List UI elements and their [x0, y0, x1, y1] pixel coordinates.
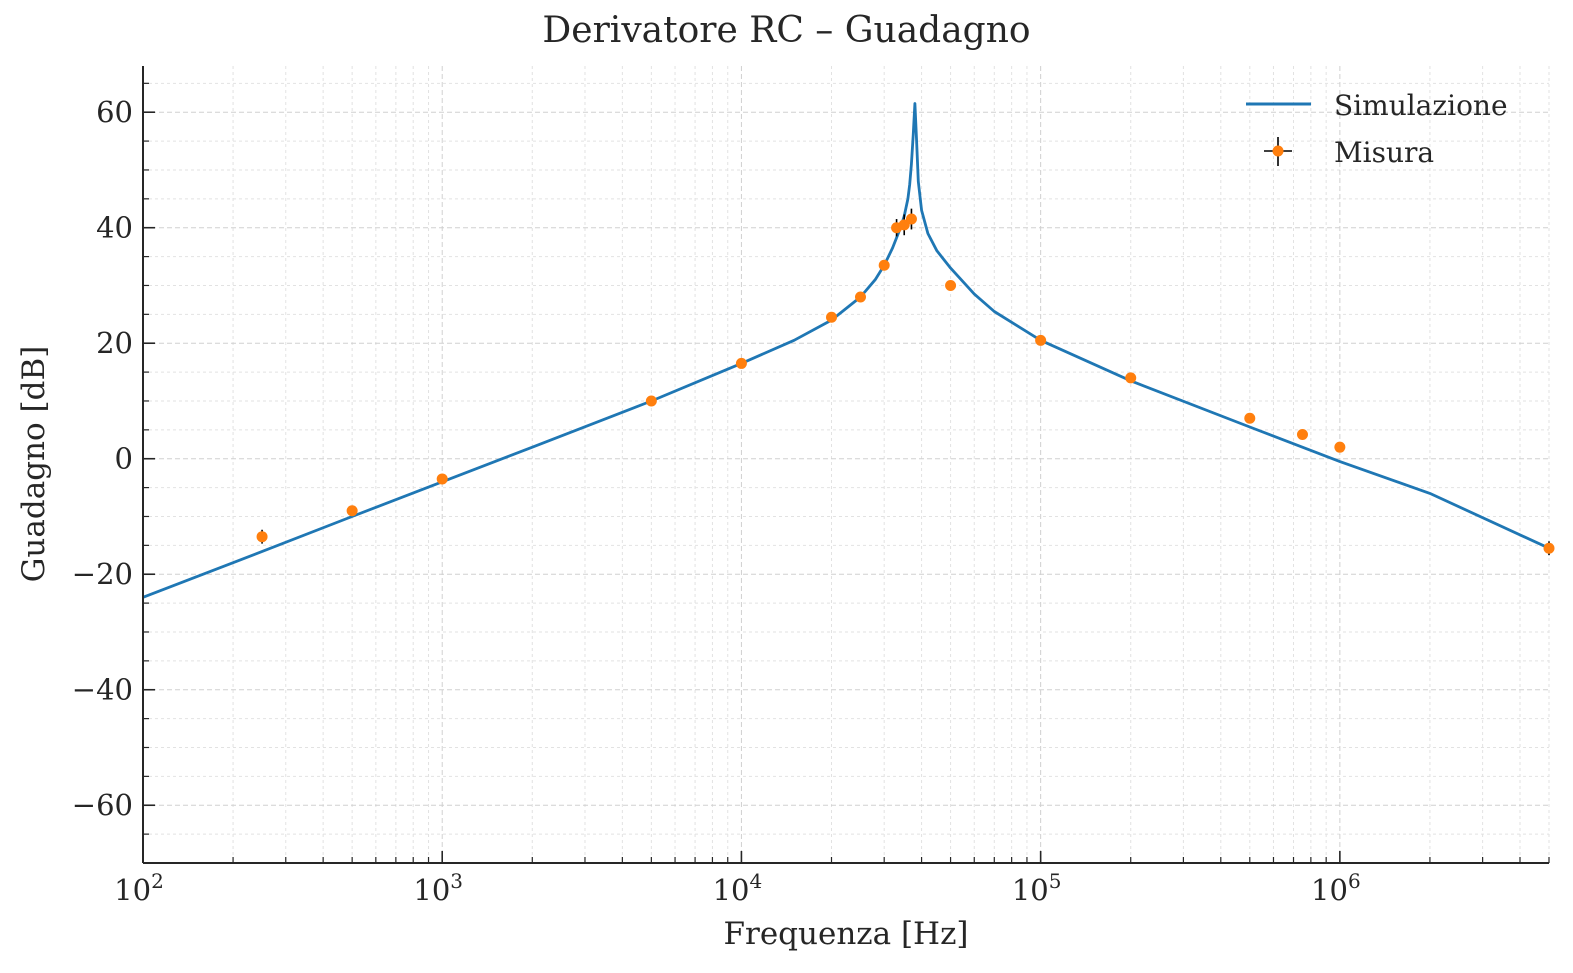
x-tick-label: 105 [1012, 869, 1062, 907]
minor-grid [143, 66, 1550, 864]
misura-marker [735, 357, 747, 369]
misura-marker [256, 531, 268, 543]
x-tick-label: 106 [1311, 869, 1361, 907]
misura-point [826, 311, 838, 323]
misura-point [1125, 372, 1137, 384]
x-axis-title: Frequenza [Hz] [723, 916, 968, 952]
legend-simulazione-label: Simulazione [1334, 89, 1508, 122]
simulation-series [142, 102, 1550, 599]
misura-marker [826, 311, 838, 323]
y-tick-label: −40 [72, 673, 133, 707]
misura-point [645, 395, 657, 407]
misura-point [436, 473, 448, 485]
x-tick-label: 102 [114, 869, 164, 907]
misura-point [735, 357, 747, 369]
legend-misura-swatch [1264, 137, 1292, 166]
misura-marker [346, 505, 358, 517]
x-tick-label: 103 [413, 869, 463, 907]
major-grid [142, 66, 1549, 863]
misura-point [945, 279, 957, 291]
misura-point [1296, 428, 1308, 440]
axes [142, 66, 1549, 864]
misura-marker [1543, 542, 1555, 554]
legend: Simulazione Misura [1246, 89, 1508, 169]
misura-point [1543, 541, 1555, 556]
y-tick-label: −20 [72, 557, 133, 591]
misura-point [256, 529, 268, 544]
misura-marker [1035, 334, 1047, 346]
misura-marker [645, 395, 657, 407]
y-tick-label: 40 [96, 211, 133, 245]
misura-marker [1125, 372, 1137, 384]
misura-point [905, 208, 917, 230]
chart-title: Derivatore RC – Guadagno [542, 10, 1031, 51]
x-tick-label: 104 [713, 869, 763, 907]
y-tick-label: −60 [72, 788, 133, 822]
misura-point [1035, 334, 1047, 346]
simulazione-line [142, 102, 1550, 599]
measurement-series [256, 208, 1555, 556]
misura-marker [1334, 441, 1346, 453]
misura-marker [436, 473, 448, 485]
misura-point [346, 505, 358, 517]
misura-point [854, 291, 866, 303]
y-axis-title: Guadagno [dB] [16, 346, 52, 583]
misura-point [878, 259, 890, 271]
misura-point [1334, 441, 1346, 453]
y-tick-label: 60 [96, 95, 133, 129]
misura-marker [1244, 412, 1256, 424]
ticks: 60 40 20 0 −20 −40 −60 102 103 104 105 106 [72, 82, 1550, 907]
y-tick-label: 0 [115, 442, 133, 476]
misura-marker [854, 291, 866, 303]
misura-point [1244, 412, 1256, 424]
legend-misura-label: Misura [1334, 136, 1434, 169]
y-tick-label: 20 [96, 326, 133, 360]
misura-marker [878, 259, 890, 271]
misura-marker [945, 279, 957, 291]
misura-marker [1296, 428, 1308, 440]
misura-marker [905, 213, 917, 225]
